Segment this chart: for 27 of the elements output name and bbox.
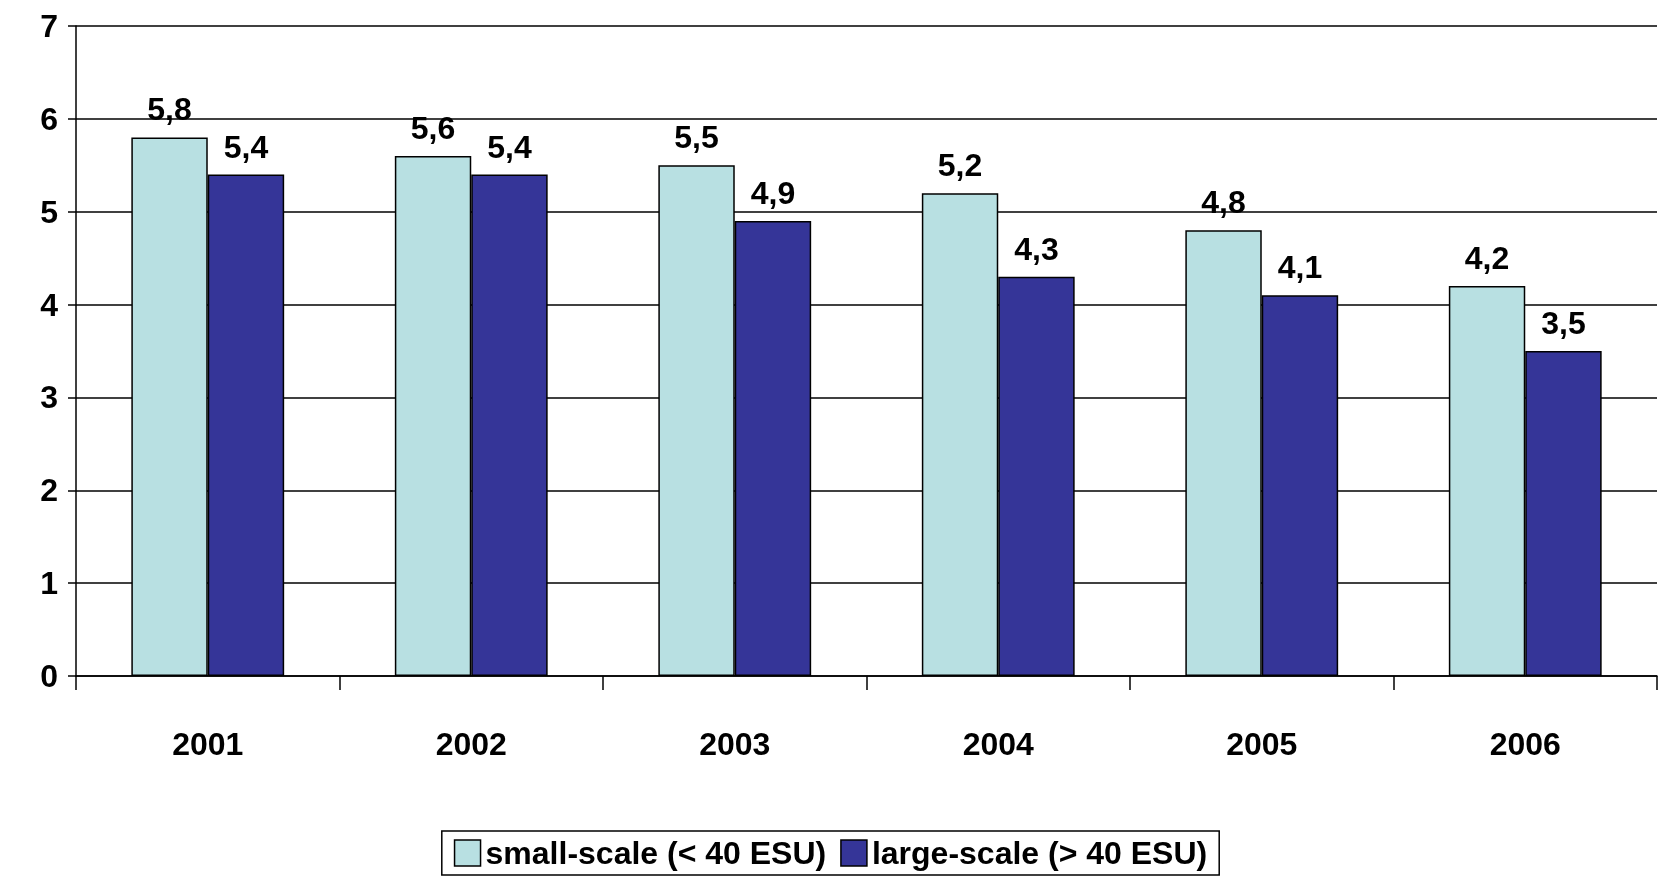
data-label: 3,5 — [1541, 305, 1586, 341]
y-tick-label: 5 — [40, 193, 58, 230]
x-tick-label: 2004 — [962, 726, 1035, 762]
x-tick-label: 2005 — [1226, 726, 1298, 762]
data-label: 4,1 — [1277, 249, 1323, 286]
legend-label: large-scale (> 40 ESU) — [871, 835, 1208, 871]
y-tick-label: 1 — [40, 565, 58, 602]
y-tick-label: 4 — [40, 286, 59, 323]
data-label: 4,9 — [750, 175, 796, 211]
data-label: 5,2 — [937, 147, 983, 184]
data-label: 5,4 — [223, 128, 269, 165]
legend-label: small-scale (< 40 ESU) — [485, 835, 827, 871]
x-tick-label: 2002 — [435, 726, 507, 762]
data-label: 5,5 — [674, 119, 719, 156]
x-tick-label: 2003 — [699, 726, 771, 762]
data-label: 4,8 — [1201, 184, 1246, 221]
x-tick-label: 2006 — [1489, 726, 1561, 762]
data-label: 5,4 — [487, 128, 532, 165]
y-tick-label: 3 — [40, 379, 58, 416]
x-tick-label: 2001 — [172, 726, 244, 762]
y-tick-label: 7 — [40, 8, 58, 44]
data-label: 4,3 — [1014, 230, 1059, 267]
data-label: 5,6 — [410, 110, 456, 146]
data-label: 4,2 — [1464, 240, 1510, 276]
y-tick-label: 0 — [40, 658, 58, 694]
y-tick-label: 6 — [40, 100, 58, 137]
y-tick-label: 2 — [40, 472, 58, 509]
